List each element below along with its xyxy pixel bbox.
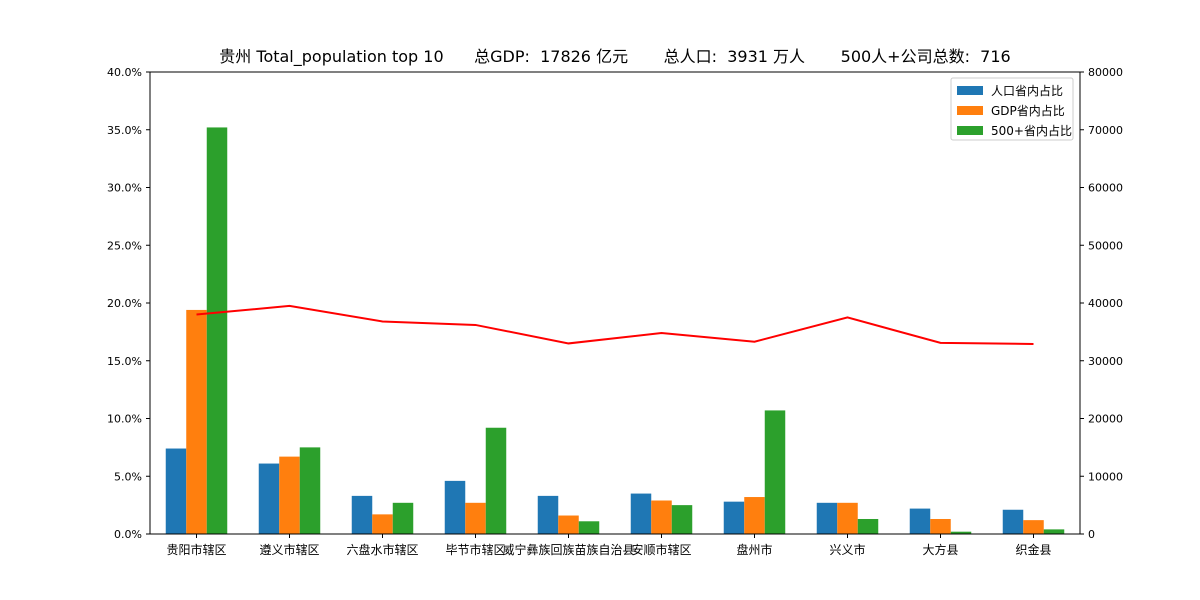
bar-人口省内占比-盘州市 <box>723 501 745 534</box>
x-tick-label: 毕节市辖区 <box>445 542 505 557</box>
y-right-tick-label: 20000 <box>1088 413 1123 426</box>
plot-area: 0.0% 5.0% 10.0% 15.0% 20.0% 25.0% 30.0% 35.0% 40… <box>107 66 1123 557</box>
y-left-tick-label: 15.0% <box>107 355 142 368</box>
x-tick-label: 威宁彝族回族苗族自治县 <box>502 542 634 557</box>
bar-GDP省内占比-大方县 <box>930 518 951 534</box>
bar-500+省内占比-安顺市辖区 <box>671 505 693 535</box>
bar-500+省内占比-大方县 <box>950 531 972 534</box>
bar-GDP省内占比-安顺市辖区 <box>651 500 672 534</box>
x-tick-label: 盘州市 <box>736 542 772 557</box>
bar-GDP省内占比-贵阳市辖区 <box>186 309 207 534</box>
bar-500+省内占比-兴义市 <box>857 518 879 534</box>
legend-swatch-500+省内占比 <box>957 126 983 135</box>
legend-label-人口省内占比: 人口省内占比 <box>991 83 1063 98</box>
bar-人口省内占比-遵义市辖区 <box>258 463 280 534</box>
legend-label-GDP省内占比: GDP省内占比 <box>991 103 1065 118</box>
bar-500+省内占比-威宁彝族回族苗族自治县 <box>578 521 600 534</box>
bar-人口省内占比-安顺市辖区 <box>630 493 652 534</box>
legend: 人口省内占比 GDP省内占比 500+省内占比 <box>950 77 1074 141</box>
y-left-tick-label: 10.0% <box>107 413 142 426</box>
x-tick-label: 织金县 <box>1015 542 1051 557</box>
bar-GDP省内占比-盘州市 <box>744 497 765 534</box>
x-tick-label: 兴义市 <box>829 542 865 557</box>
y-left-tick-label: 35.0% <box>107 124 142 137</box>
bar-人口省内占比-威宁彝族回族苗族自治县 <box>537 495 559 534</box>
y-right-tick-label: 30000 <box>1088 355 1123 368</box>
y-right-tick-label: 40000 <box>1088 297 1123 310</box>
y-right-tick-label: 70000 <box>1088 124 1123 137</box>
y-left-tick-label: 0.0% <box>114 528 142 541</box>
bar-GDP省内占比-织金县 <box>1023 520 1044 534</box>
bar-GDP省内占比-六盘水市辖区 <box>372 514 393 534</box>
bar-GDP省内占比-兴义市 <box>837 502 858 534</box>
y-left-tick-label: 5.0% <box>114 470 142 483</box>
y-right-tick-label: 10000 <box>1088 470 1123 483</box>
legend-swatch-GDP省内占比 <box>957 106 983 115</box>
bar-GDP省内占比-威宁彝族回族苗族自治县 <box>558 515 579 534</box>
x-tick-label: 遵义市辖区 <box>259 542 319 557</box>
bar-人口省内占比-毕节市辖区 <box>444 480 466 534</box>
bar-人口省内占比-大方县 <box>909 508 931 534</box>
y-left-tick-label: 30.0% <box>107 182 142 195</box>
bar-500+省内占比-六盘水市辖区 <box>392 502 414 534</box>
bar-500+省内占比-盘州市 <box>764 410 786 534</box>
y-right-tick-label: 80000 <box>1088 66 1123 79</box>
x-tick-label: 六盘水市辖区 <box>346 542 418 557</box>
x-tick-label: 贵阳市辖区 <box>166 542 226 557</box>
bar-500+省内占比-贵阳市辖区 <box>206 127 228 534</box>
line-series <box>196 304 1034 345</box>
y-left-tick-label: 20.0% <box>107 297 142 310</box>
legend-swatch-人口省内占比 <box>957 86 983 95</box>
bar-500+省内占比-织金县 <box>1043 529 1065 534</box>
bar-人口省内占比-贵阳市辖区 <box>165 448 187 534</box>
bar-GDP省内占比-毕节市辖区 <box>465 502 486 534</box>
bar-500+省内占比-遵义市辖区 <box>299 447 321 535</box>
y-left-tick-label: 40.0% <box>107 66 142 79</box>
bar-人口省内占比-兴义市 <box>816 502 838 534</box>
bar-人口省内占比-织金县 <box>1002 509 1024 534</box>
chart-title: 贵州 Total_population top 10 总GDP: 17826 亿… <box>219 47 1010 67</box>
y-right-tick-label: 60000 <box>1088 182 1123 195</box>
y-right-tick-label: 0 <box>1088 528 1095 541</box>
x-tick-label: 大方县 <box>922 542 958 557</box>
bar-500+省内占比-毕节市辖区 <box>485 427 507 534</box>
x-tick-label: 安顺市辖区 <box>631 542 691 557</box>
legend-label-500+省内占比: 500+省内占比 <box>991 123 1072 138</box>
bar-人口省内占比-六盘水市辖区 <box>351 495 373 534</box>
bar-GDP省内占比-遵义市辖区 <box>279 456 300 534</box>
y-left-tick-label: 25.0% <box>107 239 142 252</box>
y-right-tick-label: 50000 <box>1088 239 1123 252</box>
